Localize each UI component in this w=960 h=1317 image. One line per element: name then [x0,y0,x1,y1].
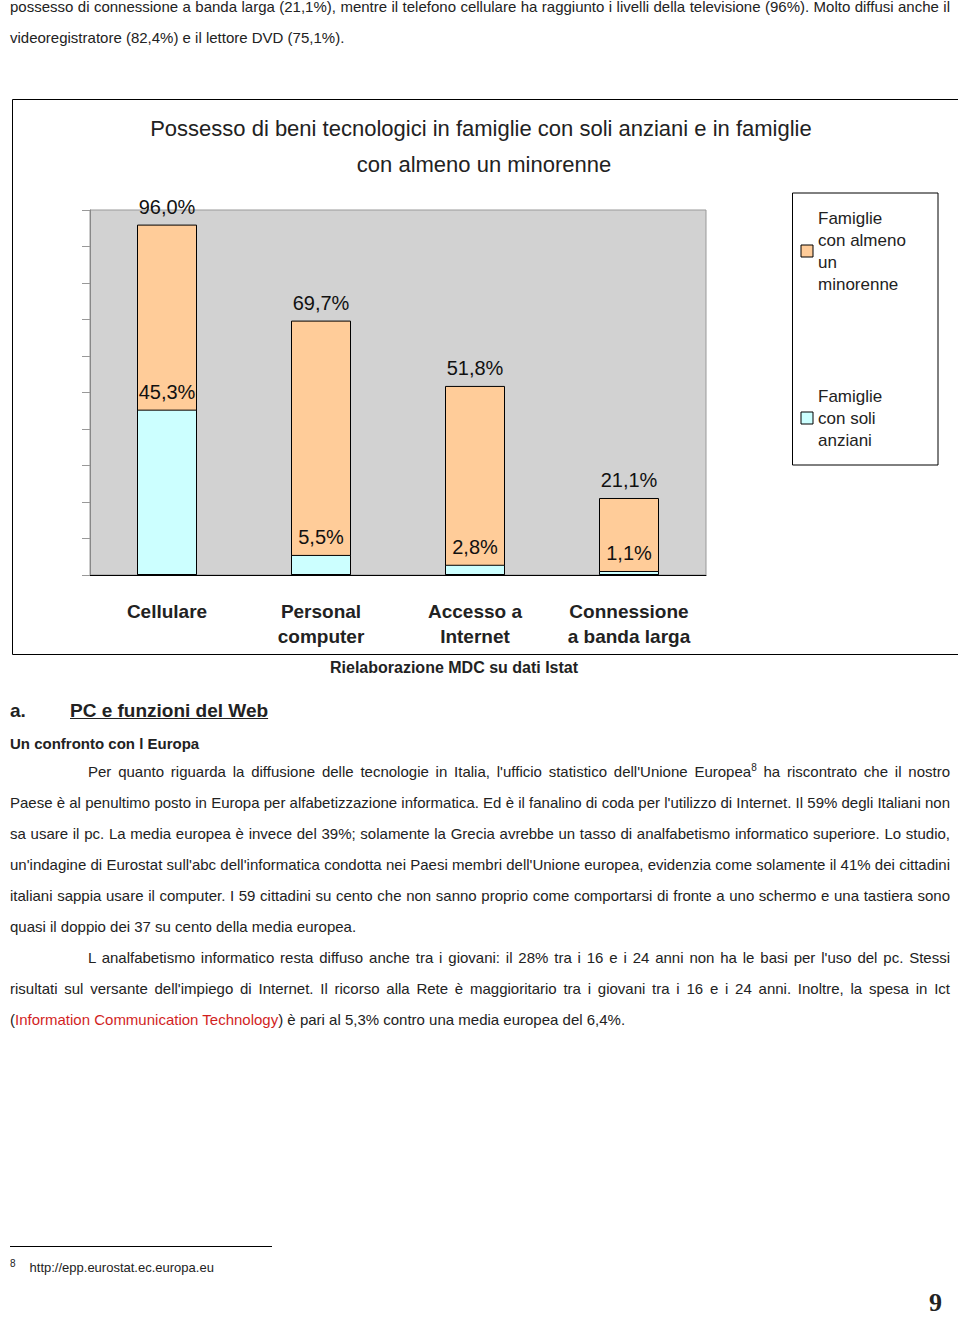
html-text:8: 8 [10,1258,16,1269]
svg-text:Internet: Internet [440,626,510,647]
svg-text:un: un [818,253,842,272]
svg-text:Rielaborazione MDC su dati Ist: Rielaborazione MDC su dati Istat [330,659,579,676]
svg-text:1,1%: 1,1% [606,542,652,564]
html-text:9: 9 [929,1288,942,1317]
svg-text:Possesso di beni tecnologici i: Possesso di beni tecnologici in famiglie… [150,116,818,141]
html-text:Per quanto riguarda la diffusi: Per quanto riguarda la diffusione delle … [10,762,950,935]
svg-text:minorenne: minorenne [818,275,898,294]
html-text:http://epp.eurostat.ec.europa.: http://epp.eurostat.ec.europa.eu [29,1260,214,1276]
svg-text:con soli: con soli [818,409,880,428]
svg-text:con almeno un minorenne: con almeno un minorenne [357,152,611,177]
svg-text:computer: computer [278,626,365,647]
svg-text:Connessione: Connessione [569,601,688,622]
svg-text:Personal: Personal [281,601,361,622]
svg-text:69,7%: 69,7% [293,292,350,314]
html-text:Un confronto con l Europa: Un confronto con l Europa [10,735,200,752]
svg-text:51,8%: 51,8% [447,357,504,379]
svg-text:96,0%: 96,0% [139,196,196,218]
svg-text:con almeno: con almeno [818,231,911,250]
svg-text:45,3%: 45,3% [139,381,196,403]
svg-text:anziani: anziani [818,431,872,450]
svg-text:21,1%: 21,1% [601,469,658,491]
svg-text:Accesso a: Accesso a [428,601,522,622]
html-text:L analfabetismo informatico re: L analfabetismo informatico resta diffus… [10,949,950,1028]
html-text:PC e funzioni del Web: PC e funzioni del Web [70,700,269,721]
svg-text:2,8%: 2,8% [452,536,498,558]
svg-text:Famiglie: Famiglie [818,387,887,406]
svg-text:Famiglie: Famiglie [818,209,887,228]
svg-text:Cellulare: Cellulare [127,601,207,622]
svg-text:a banda larga: a banda larga [568,626,691,647]
html-text:a.: a. [10,700,26,721]
svg-text:5,5%: 5,5% [298,526,344,548]
